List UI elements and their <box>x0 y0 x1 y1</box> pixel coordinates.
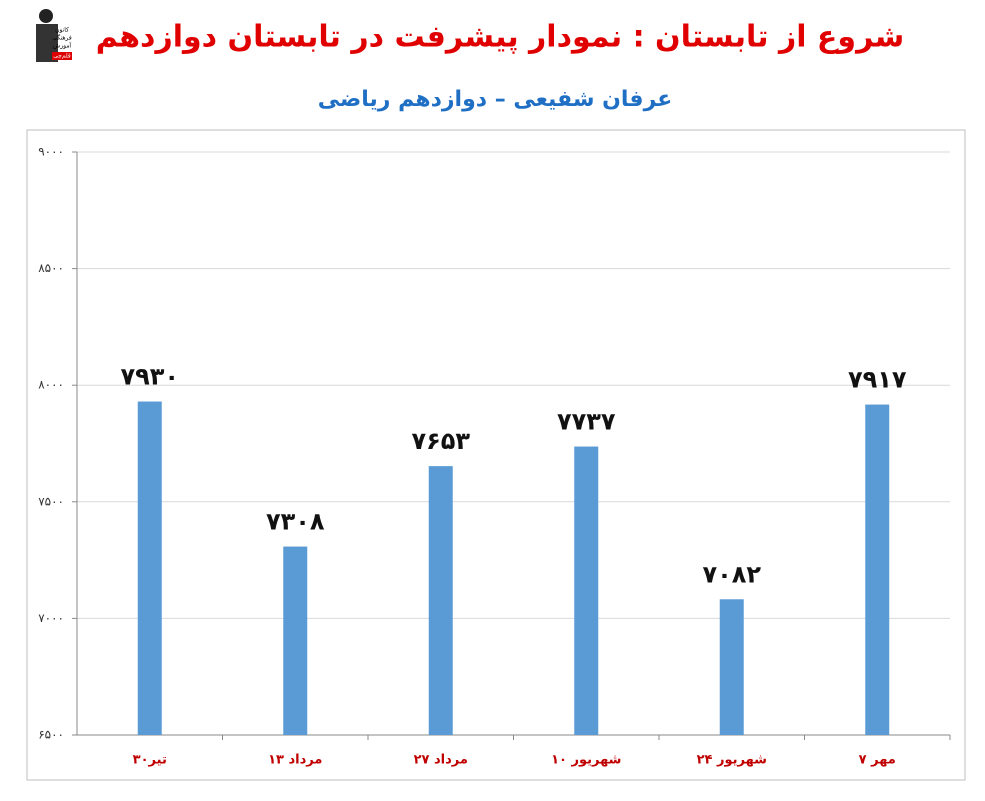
value-label: ۷۹۳۰ <box>120 363 179 391</box>
value-label: ۷۰۸۲ <box>702 560 761 588</box>
y-tick-label: ۶۵۰۰ <box>38 728 64 742</box>
y-tick-label: ۸۰۰۰ <box>38 378 64 392</box>
x-tick-label: ۷ مهر <box>859 753 896 768</box>
bar <box>428 466 453 735</box>
value-label: ۷۹۱۷ <box>848 366 907 394</box>
logo-text: آموزش <box>53 41 72 50</box>
chart-title: شروع از تابستان : نمودار پیشرفت در تابست… <box>96 20 905 55</box>
y-tick-label: ۹۰۰۰ <box>38 145 64 159</box>
x-tick-label: ۱۳ مرداد <box>268 753 322 768</box>
value-label: ۷۳۰۸ <box>266 508 325 536</box>
chart-subtitle: عرفان شفیعی – دوازدهم ریاضی <box>318 87 673 112</box>
y-tick-label: ۸۵۰۰ <box>38 261 64 275</box>
logo-text: فرهنگی <box>52 34 72 42</box>
chart-frame <box>26 129 966 781</box>
y-tick-label: ۷۰۰۰ <box>38 611 64 625</box>
logo: کانون فرهنگی آموزش قلم‌چی <box>28 6 72 64</box>
bar <box>719 599 744 735</box>
x-tick-label: ۲۷ مرداد <box>414 753 468 768</box>
logo-text: کانون <box>55 27 69 34</box>
y-tick-label: ۷۵۰۰ <box>38 494 64 508</box>
bar <box>865 404 890 735</box>
bar <box>283 546 308 735</box>
x-tick-label: ۲۴ شهریور <box>697 753 767 768</box>
logo-text: قلم‌چی <box>53 53 71 60</box>
value-label: ۷۶۵۳ <box>411 427 470 455</box>
bar <box>574 446 599 735</box>
logo-head <box>39 9 53 23</box>
value-label: ۷۷۳۷ <box>557 408 616 436</box>
x-tick-label: ۱۰ شهریور <box>551 753 621 768</box>
logo-tag <box>52 52 72 60</box>
x-tick-label: ۳۰تیر <box>133 753 167 768</box>
bar <box>137 401 162 735</box>
